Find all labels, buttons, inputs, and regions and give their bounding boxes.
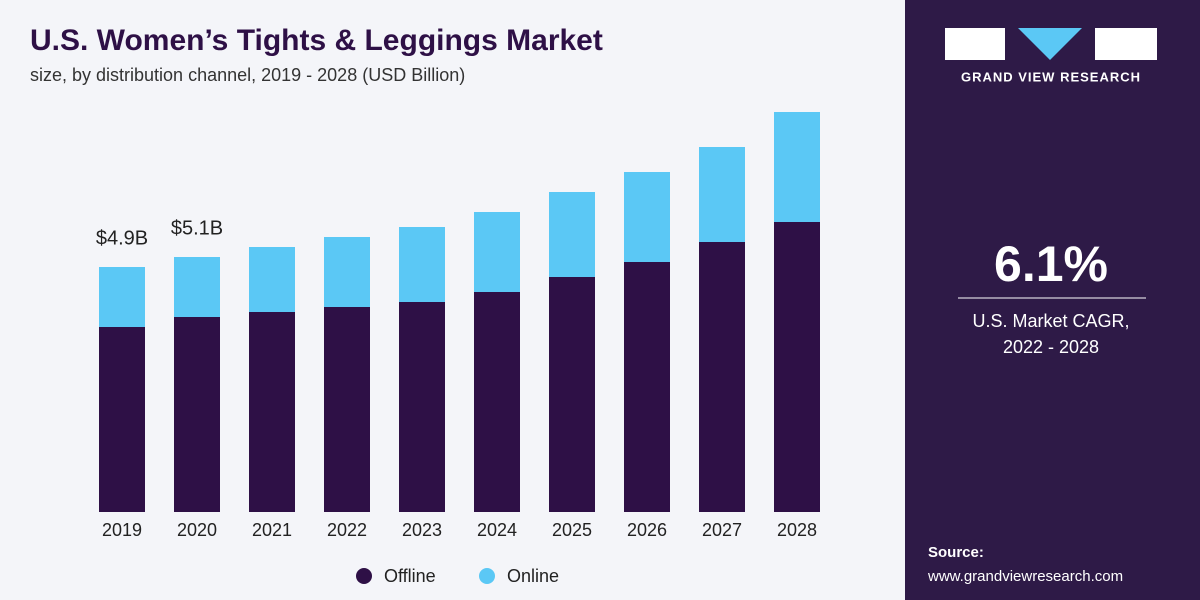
bar-segment	[399, 302, 445, 512]
sidebar-background	[905, 0, 1200, 600]
chart-background	[0, 0, 905, 600]
chart-title: U.S. Women’s Tights & Leggings Market	[30, 24, 603, 57]
x-tick-label: 2027	[702, 520, 742, 540]
bar-segment	[774, 222, 820, 512]
bar-segment	[699, 147, 745, 242]
cagr-value: 6.1%	[994, 236, 1108, 292]
legend-label: Offline	[384, 566, 436, 586]
x-tick-label: 2019	[102, 520, 142, 540]
x-tick-label: 2021	[252, 520, 292, 540]
bar-segment	[99, 267, 145, 327]
legend-marker	[356, 568, 372, 584]
bar-segment	[249, 312, 295, 512]
bar-segment	[549, 192, 595, 277]
bar-segment	[249, 247, 295, 312]
bar-segment	[624, 172, 670, 262]
bar-segment	[324, 307, 370, 512]
x-tick-label: 2020	[177, 520, 217, 540]
total-label: $4.9B	[96, 227, 148, 249]
source-title: Source:	[928, 544, 984, 561]
chart-subtitle: size, by distribution channel, 2019 - 20…	[30, 65, 465, 85]
legend-marker	[479, 568, 495, 584]
x-tick-label: 2023	[402, 520, 442, 540]
bar-segment	[174, 317, 220, 512]
x-tick-label: 2026	[627, 520, 667, 540]
bar-segment	[174, 257, 220, 317]
logo-triangle	[1018, 28, 1082, 60]
x-tick-label: 2024	[477, 520, 517, 540]
bar-segment	[474, 292, 520, 512]
bar-segment	[699, 242, 745, 512]
x-tick-label: 2022	[327, 520, 367, 540]
legend-label: Online	[507, 566, 559, 586]
total-label: $5.1B	[171, 217, 223, 239]
cagr-label: 2022 - 2028	[1003, 337, 1099, 357]
bar-segment	[624, 262, 670, 512]
cagr-label: U.S. Market CAGR,	[972, 311, 1129, 331]
source-url: www.grandviewresearch.com	[927, 568, 1123, 585]
bar-segment	[549, 277, 595, 512]
brand: GRAND VIEW RESEARCH	[961, 69, 1141, 84]
bar-segment	[474, 212, 520, 292]
logo-block	[1095, 28, 1157, 60]
bar-segment	[774, 112, 820, 222]
bar-segment	[399, 227, 445, 302]
logo	[945, 28, 1157, 60]
bar-segment	[324, 237, 370, 307]
bar-segment	[99, 327, 145, 512]
logo-block	[945, 28, 1005, 60]
x-tick-label: 2025	[552, 520, 592, 540]
x-tick-label: 2028	[777, 520, 817, 540]
